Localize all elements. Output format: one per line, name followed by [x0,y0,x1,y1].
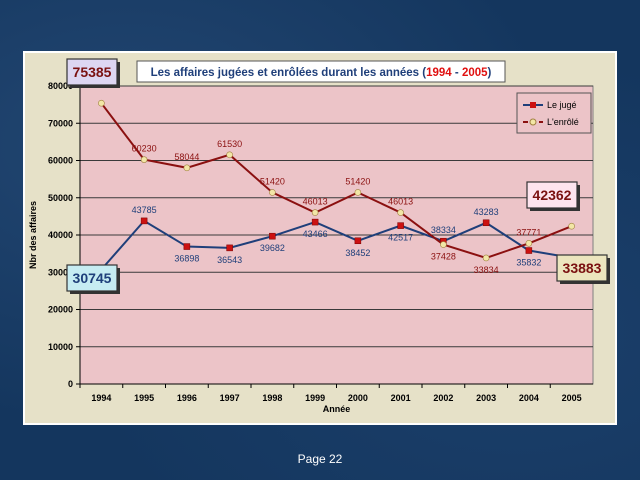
legend-label-0: Le jugé [547,100,577,110]
data-point-0-10 [525,247,533,254]
data-label-1-1: 60230 [132,144,157,154]
x-tick-label-2005: 2005 [562,393,582,403]
chart-title: Les affaires jugées et enrôlées durant l… [151,67,492,79]
data-point-0-9 [482,219,490,227]
legend-box [516,92,592,134]
data-point-1-7 [397,209,404,216]
data-label-1-4: 51420 [260,176,285,186]
data-label-0-5: 43466 [303,229,328,239]
data-point-0-1 [140,217,148,225]
callout-label-1: 30745 [73,270,112,286]
legend-label-1: L'enrôlé [547,117,579,127]
data-label-0-6: 38452 [345,248,370,258]
chart-title-part: - [452,67,462,79]
callout-label-2: 42362 [533,187,572,203]
callout-box-2 [526,181,578,209]
series-line-0 [100,219,572,271]
data-point-1-3 [226,151,233,159]
x-tick-label-1995: 1995 [134,393,154,403]
chart-title-part: 2005 [462,67,488,79]
y-tick-label-40000: 40000 [48,230,73,240]
chart-title-box [136,60,506,83]
callout-box-3 [556,254,608,282]
x-tick-label-2003: 2003 [476,393,496,403]
chart-title-part: 1994 [426,67,452,79]
data-label-0-4: 39682 [260,243,285,253]
data-point-1-2 [183,164,191,172]
y-tick-label-70000: 70000 [48,118,73,128]
y-tick-label-50000: 50000 [48,193,73,203]
data-point-0-2 [183,243,191,250]
data-point-0-5 [311,218,319,226]
data-point-1-10 [525,240,533,247]
line-chart: 0 10000 20000 30000 40000 50000 60000 70000 8000… [28,58,610,414]
data-label-0-9: 43283 [474,207,499,217]
y-tick-label-10000: 10000 [48,342,73,352]
data-label-0-2: 36898 [174,254,199,264]
y-tick-label-20000: 20000 [48,305,73,315]
data-label-1-5: 46013 [303,197,328,207]
data-label-1-10: 37771 [516,227,541,237]
x-tick-label-1996: 1996 [177,393,197,403]
data-point-0-3 [226,244,233,252]
data-label-1-8: 37428 [431,252,456,262]
y-tick-label-60000: 60000 [48,156,73,166]
chart-title-part: Les affaires jugées et enrôlées durant l… [151,67,427,79]
chart-title-part: ) [488,67,492,79]
data-label-0-7: 42517 [388,233,413,243]
x-tick-label-2002: 2002 [433,393,453,403]
data-point-1-1 [140,156,148,163]
y-tick-label-80000: 80000 [48,81,73,91]
data-point-1-5 [311,209,319,216]
data-label-1-6: 51420 [345,176,370,186]
data-label-0-10: 35832 [516,258,541,268]
data-label-0-8: 38334 [431,225,456,235]
series-line-1 [100,102,572,260]
data-point-1-4 [269,189,276,196]
data-point-1-6 [354,189,362,196]
y-tick-label-0: 0 [68,379,73,389]
legend-swatch-marker-0 [530,102,536,108]
data-point-1-9 [482,254,490,262]
data-label-1-7: 46013 [388,197,413,207]
data-label-0-1: 43785 [132,205,157,215]
legend-swatch-marker-1 [529,118,537,126]
page-number: Page 22 [297,452,343,466]
data-label-0-3: 36543 [217,255,242,265]
x-tick-label-1994: 1994 [91,393,111,403]
y-axis-label: Nbr des affaires [28,201,38,269]
callout-label-3: 33883 [563,260,602,276]
data-point-1-0 [98,99,105,107]
data-label-1-2: 58044 [174,152,199,162]
callout-label-0: 75385 [73,64,112,80]
data-point-0-7 [397,222,404,229]
x-tick-label-2000: 2000 [348,393,368,403]
x-tick-label-1999: 1999 [305,393,325,403]
x-axis-label: Année [323,404,351,414]
chart-frame: 0 10000 20000 30000 40000 50000 60000 70000 8000… [23,51,617,425]
data-point-0-4 [269,232,276,240]
y-tick-label-30000: 30000 [48,267,73,277]
data-label-1-3: 61530 [217,139,242,149]
x-tick-label-1997: 1997 [220,393,240,403]
data-point-1-11 [568,222,575,230]
callout-box-1 [66,264,118,292]
data-point-0-6 [354,237,362,245]
x-tick-label-2001: 2001 [391,393,411,403]
data-point-1-8 [440,241,447,248]
x-tick-label-1998: 1998 [262,393,282,403]
callout-box-0 [66,58,118,86]
data-label-1-9: 33834 [474,265,499,275]
x-tick-label-2004: 2004 [519,393,539,403]
